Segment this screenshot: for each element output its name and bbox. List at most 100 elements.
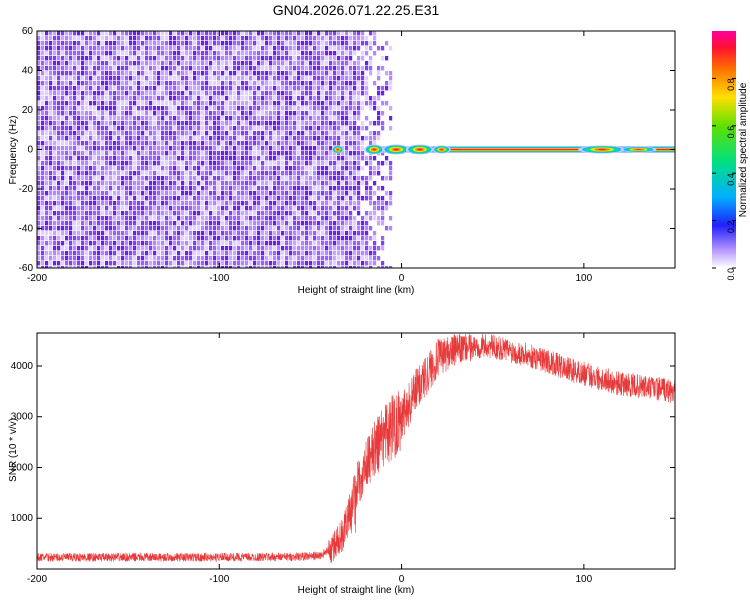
heatmap-noise-cell [101, 76, 105, 81]
heatmap-noise-cell [313, 101, 317, 106]
heatmap-noise-cell [193, 186, 197, 191]
heatmap-noise-cell [101, 166, 105, 171]
heatmap-noise-cell [305, 221, 309, 226]
heatmap-noise-cell [297, 141, 301, 146]
heatmap-noise-cell [53, 71, 57, 76]
heatmap-noise-cell [325, 226, 329, 231]
heatmap-noise-cell [165, 176, 169, 181]
heatmap-noise-cell [329, 156, 333, 161]
heatmap-noise-cell [257, 111, 261, 116]
heatmap-noise-cell [45, 226, 49, 231]
heatmap-noise-cell [213, 221, 217, 226]
heatmap-noise-cell [201, 246, 205, 251]
heatmap-noise-cell [193, 226, 197, 231]
heatmap-noise-cell [345, 211, 349, 216]
heatmap-noise-cell [353, 136, 357, 141]
heatmap-noise-cell [153, 211, 157, 216]
heatmap-noise-cell [277, 246, 281, 251]
heatmap-noise-cell [121, 141, 125, 146]
heatmap-noise-cell [189, 71, 193, 76]
heatmap-noise-cell [225, 246, 229, 251]
heatmap-noise-cell [285, 156, 289, 161]
heatmap-noise-cell [225, 86, 229, 91]
heatmap-noise-cell [341, 86, 345, 91]
heatmap-noise-cell [301, 221, 305, 226]
heatmap-noise-cell [53, 211, 57, 216]
heatmap-noise-cell [253, 111, 257, 116]
heatmap-noise-cell [145, 246, 149, 251]
heatmap-noise-cell [81, 116, 85, 121]
heatmap-noise-cell [113, 166, 117, 171]
heatmap-noise-cell [257, 136, 261, 141]
heatmap-noise-cell [261, 36, 265, 41]
heatmap-noise-cell [85, 266, 89, 268]
heatmap-noise-cell [349, 101, 353, 106]
heatmap-noise-cell [345, 101, 349, 106]
heatmap-noise-cell [121, 131, 125, 136]
heatmap-noise-cell [353, 181, 357, 186]
heatmap-noise-cell [233, 196, 237, 201]
heatmap-noise-cell [269, 181, 273, 186]
heatmap-noise-cell [225, 241, 229, 246]
heatmap-noise-cell [69, 136, 73, 141]
heatmap-noise-cell [45, 236, 49, 241]
heatmap-noise-cell [285, 101, 289, 106]
heatmap-noise-cell [237, 261, 241, 266]
heatmap-noise-cell [373, 106, 377, 111]
heatmap-noise-cell [209, 56, 213, 61]
heatmap-noise-cell [149, 116, 153, 121]
heatmap-noise-cell [65, 111, 69, 116]
heatmap-noise-cell [49, 211, 53, 216]
heatmap-noise-cell [261, 31, 265, 36]
heatmap-noise-cell [145, 221, 149, 226]
heatmap-noise-cell [93, 106, 97, 111]
heatmap-noise-cell [337, 81, 341, 86]
heatmap-noise-cell [309, 211, 313, 216]
heatmap-noise-cell [225, 216, 229, 221]
heatmap-noise-cell [153, 191, 157, 196]
heatmap-noise-cell [57, 261, 61, 266]
heatmap-noise-cell [105, 256, 109, 261]
heatmap-noise-cell [281, 171, 285, 176]
heatmap-noise-cell [257, 51, 261, 56]
heatmap-noise-cell [301, 191, 305, 196]
heatmap-noise-cell [277, 251, 281, 256]
heatmap-noise-cell [297, 76, 301, 81]
heatmap-noise-cell [89, 101, 93, 106]
heatmap-noise-cell [381, 221, 385, 226]
heatmap-noise-cell [329, 151, 333, 156]
heatmap-noise-cell [125, 251, 129, 256]
heatmap-noise-cell [137, 31, 141, 36]
heatmap-noise-cell [305, 216, 309, 221]
heatmap-noise-cell [333, 91, 337, 96]
heatmap-noise-cell [381, 211, 385, 216]
heatmap-noise-cell [113, 216, 117, 221]
heatmap-noise-cell [365, 161, 369, 166]
heatmap-noise-cell [249, 241, 253, 246]
heatmap-noise-cell [313, 86, 317, 91]
heatmap-noise-cell [133, 181, 137, 186]
heatmap-noise-cell [69, 251, 73, 256]
heatmap-noise-cell [101, 71, 105, 76]
heatmap-noise-cell [265, 156, 269, 161]
heatmap-noise-cell [69, 236, 73, 241]
heatmap-noise-cell [289, 236, 293, 241]
heatmap-noise-cell [293, 166, 297, 171]
heatmap-noise-cell [229, 51, 233, 56]
heatmap-noise-cell [97, 96, 101, 101]
heatmap-noise-cell [261, 241, 265, 246]
heatmap-noise-cell [357, 126, 361, 131]
heatmap-noise-cell [53, 96, 57, 101]
heatmap-noise-cell [185, 66, 189, 71]
heatmap-noise-cell [297, 241, 301, 246]
heatmap-noise-cell [313, 261, 317, 266]
heatmap-noise-cell [265, 71, 269, 76]
heatmap-noise-cell [357, 231, 361, 236]
heatmap-noise-cell [209, 41, 213, 46]
heatmap-noise-cell [97, 221, 101, 226]
heatmap-noise-cell [133, 246, 137, 251]
heatmap-noise-cell [49, 196, 53, 201]
heatmap-noise-cell [181, 101, 185, 106]
heatmap-noise-cell [37, 111, 41, 116]
heatmap-noise-cell [153, 151, 157, 156]
